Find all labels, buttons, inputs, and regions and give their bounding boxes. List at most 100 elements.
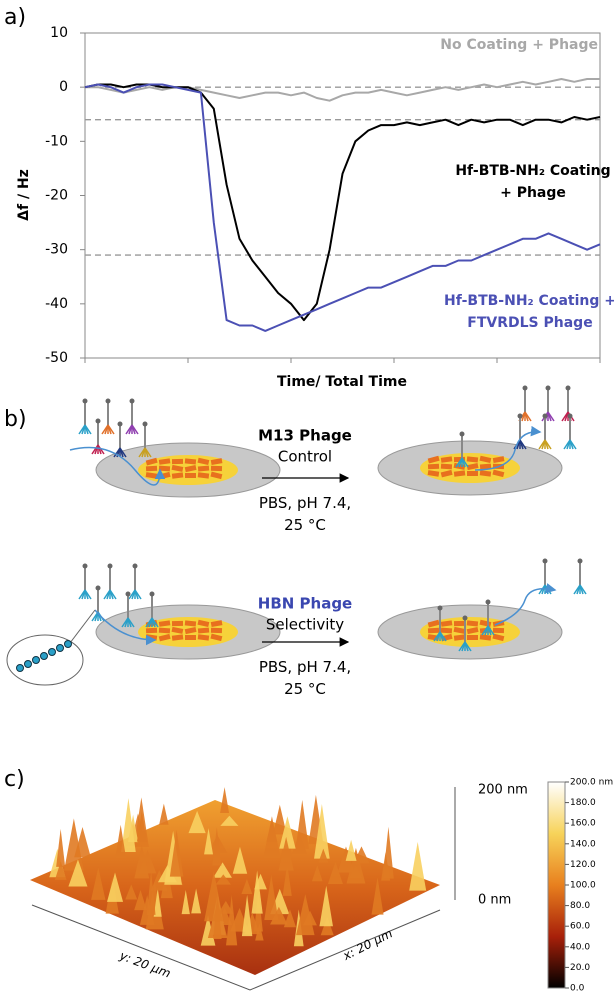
y-axis-label: Δf / Hz: [16, 169, 32, 221]
peak: [134, 890, 147, 911]
crystal: [479, 634, 492, 641]
series-label: No Coating + Phage: [440, 37, 598, 53]
crystal: [184, 458, 197, 465]
crystal: [197, 627, 210, 634]
peak: [215, 874, 232, 885]
flow-arrow: [474, 425, 542, 471]
crystal: [210, 633, 223, 642]
phage-leg: [439, 631, 447, 642]
colorbar-label: 140.0: [570, 839, 596, 849]
crystal: [171, 458, 184, 465]
crystal: [171, 464, 184, 472]
crystal: [171, 620, 184, 627]
crystal: [427, 470, 440, 477]
phage-head: [577, 558, 583, 564]
phage-leg: [487, 625, 495, 636]
peak: [283, 909, 297, 928]
crystal: [158, 633, 171, 642]
peak: [54, 861, 67, 880]
y-tick-label: 0: [59, 79, 68, 95]
row-subtitle: Selectivity: [266, 616, 344, 634]
peak: [311, 865, 323, 882]
phage-leg: [519, 439, 527, 450]
peak: [136, 810, 147, 842]
crystal: [467, 471, 478, 476]
colorbar-label: 120.0: [570, 860, 596, 870]
crystal: [453, 470, 466, 477]
peak: [278, 836, 294, 871]
phage-head: [565, 385, 571, 391]
phage-leg: [97, 444, 105, 455]
phage-head: [129, 398, 135, 404]
peptide: [24, 660, 32, 668]
crystal: [171, 626, 184, 634]
crystal: [210, 627, 223, 634]
peak: [220, 787, 230, 814]
peak: [56, 828, 66, 867]
peak: [213, 862, 232, 878]
peptide: [56, 644, 64, 652]
phage-head: [142, 421, 148, 427]
peak: [212, 827, 222, 866]
peak: [282, 863, 292, 896]
phage-leg: [144, 447, 152, 458]
crystal: [210, 458, 223, 465]
crystal: [492, 456, 505, 463]
y-tick-label: -10: [45, 133, 68, 149]
crystal: [210, 620, 223, 627]
crystal: [158, 620, 171, 627]
panel-label: b): [4, 407, 27, 432]
crystal: [479, 455, 492, 464]
scale-label: 0 nm: [478, 893, 511, 908]
phage-head: [82, 398, 88, 404]
crystal: [427, 627, 440, 634]
phage-leg: [84, 589, 92, 600]
peak: [169, 829, 184, 877]
colorbar-label: 180.0: [570, 798, 596, 808]
crystal: [427, 463, 440, 470]
crystal: [440, 633, 453, 642]
peak: [188, 810, 206, 834]
phage-head: [82, 563, 88, 569]
colorbar-label: 100.0: [570, 881, 596, 891]
phage-head: [459, 431, 465, 437]
phage-leg: [569, 439, 577, 450]
crystal: [453, 626, 466, 634]
peak: [251, 870, 263, 914]
colorbar-label: 200.0 nm: [570, 778, 613, 788]
crystal: [440, 627, 453, 634]
phage-head: [522, 385, 528, 391]
peak: [74, 827, 91, 858]
crystal: [492, 469, 505, 478]
peak: [263, 816, 281, 858]
crystal: [210, 465, 223, 472]
peak: [241, 878, 253, 895]
peak: [255, 922, 264, 941]
phage-head: [95, 418, 101, 424]
peak: [207, 901, 228, 939]
crystal: [145, 457, 158, 466]
series-line: [85, 78, 600, 102]
peak: [139, 894, 155, 925]
peak: [241, 894, 253, 937]
y-tick-label: -20: [45, 188, 68, 204]
panel-label: a): [4, 5, 26, 30]
y-tick-label: 10: [50, 25, 68, 41]
x-axis-label: Time/ Total Time: [277, 374, 407, 390]
colorbar-label: 40.0: [570, 942, 590, 952]
peak: [371, 877, 384, 915]
y-tick-label: -40: [45, 296, 68, 312]
peptide: [48, 648, 56, 656]
peak: [318, 848, 329, 863]
phage-leg: [109, 589, 117, 600]
crystal: [197, 472, 210, 479]
phage-head: [437, 605, 443, 611]
series-label: Hf-BTB-NH₂ Coating + Phage: [455, 163, 611, 201]
crystal: [158, 458, 171, 465]
crystal: [184, 465, 197, 473]
series-line: [84, 83, 601, 332]
phage-leg: [579, 584, 587, 595]
crystal: [185, 635, 196, 640]
phage-head: [517, 413, 523, 419]
peak: [115, 824, 127, 859]
